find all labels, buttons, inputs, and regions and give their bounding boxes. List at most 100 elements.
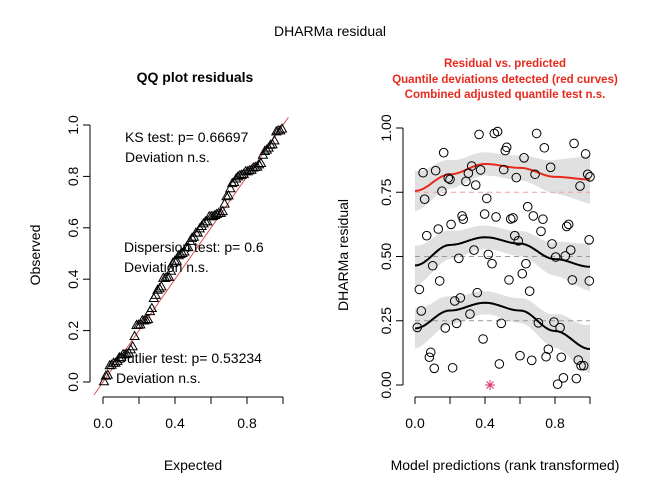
residual-point [511, 172, 522, 183]
residual-point [522, 201, 533, 212]
outlier-point [485, 380, 496, 390]
qq-title: QQ plot residuals [137, 69, 254, 85]
qq-point [129, 330, 140, 340]
residual-point [461, 176, 471, 187]
residual-title-1: Residual vs. predicted [444, 58, 566, 70]
residual-y-tick-label: 0.25 [378, 307, 394, 334]
qq-point [244, 164, 255, 175]
qq-point [221, 190, 232, 201]
qq-point [100, 370, 112, 380]
residual-point [543, 344, 554, 355]
residual-point [425, 347, 436, 358]
residual-point [567, 275, 578, 285]
qq-annotation-disp-1: Dispersion test: p= 0.6 [124, 239, 264, 255]
residual-x-tick-label: 0.8 [545, 415, 565, 431]
residual-point [563, 219, 574, 230]
qq-point [223, 189, 234, 200]
residual-point [455, 293, 466, 303]
residual-point [474, 129, 484, 140]
residual-point [483, 249, 494, 260]
residual-point [458, 214, 469, 225]
qq-point [259, 145, 271, 155]
residual-point [440, 323, 451, 333]
residual-point [508, 213, 518, 223]
residual-point [538, 214, 548, 225]
residual-point [505, 214, 516, 224]
qq-point [102, 369, 114, 379]
residual-point [556, 352, 567, 363]
residual-point [536, 226, 546, 237]
residual-point [576, 360, 586, 371]
residual-point [451, 318, 462, 329]
qq-point [182, 241, 194, 252]
residual-point [513, 236, 524, 246]
residual-point [531, 128, 542, 139]
residual-point [585, 172, 595, 182]
residual-point [580, 149, 591, 159]
residual-title-2: Quantile deviations detected (red curves… [392, 74, 618, 86]
residual-point [526, 355, 537, 366]
qq-point [186, 232, 198, 242]
quantile-curve-0.5 [414, 236, 591, 268]
residual-point [481, 193, 492, 204]
qq-point [127, 340, 139, 351]
residual-point [465, 309, 475, 319]
qq-panel: QQ plot residuals 0.0 0.2 0.4 0.6 0.8 1.0 0.0 0… [27, 69, 289, 473]
qq-point [146, 302, 158, 312]
residual-point [447, 362, 458, 373]
qq-y-tick-label: 0.6 [65, 218, 81, 238]
residual-point [445, 174, 455, 185]
residual-point [519, 153, 529, 163]
qq-point [194, 222, 206, 233]
quantile-band-0.75 [415, 152, 590, 212]
residual-point [569, 138, 579, 149]
residual-point [453, 253, 464, 264]
qq-y-label: Observed [27, 225, 43, 286]
quantile-band-0.25 [415, 291, 590, 374]
qq-point [276, 123, 288, 133]
residual-point [528, 211, 539, 221]
qq-point [150, 289, 162, 299]
residual-point [478, 334, 488, 344]
residual-x-label: Model predictions (rank transformed) [391, 457, 620, 473]
residual-point [416, 306, 427, 316]
residual-point [584, 234, 594, 245]
residual-point [491, 212, 501, 222]
residual-point [429, 363, 440, 374]
residual-y-tick-label: 0.75 [378, 178, 394, 205]
residual-point [421, 230, 432, 241]
residual-point [419, 194, 430, 204]
residual-y-tick-label: 1.00 [378, 114, 394, 141]
residual-point [433, 224, 444, 234]
residual-point [575, 181, 585, 191]
residual-point [487, 258, 497, 269]
qq-annotation-ks-1: KS test: p= 0.66697 [125, 129, 249, 145]
qq-point [165, 265, 177, 275]
residual-point [545, 162, 556, 173]
residual-point [434, 276, 445, 286]
residual-point [489, 128, 500, 139]
residual-point [565, 245, 576, 255]
residual-point [414, 284, 425, 295]
qq-annotation-ks-2: Deviation n.s. [125, 149, 210, 165]
qq-point [175, 248, 186, 259]
qq-point [142, 313, 154, 324]
qq-point [119, 348, 131, 359]
qq-annotation-outlier-2: Deviation n.s. [116, 370, 201, 386]
qq-point [253, 158, 265, 169]
residual-point [560, 251, 571, 261]
residual-point [412, 322, 423, 333]
qq-point [202, 215, 213, 226]
residual-point [552, 379, 563, 390]
residual-point [498, 164, 509, 175]
residual-point [549, 317, 559, 327]
residual-point [533, 318, 544, 328]
qq-point [247, 162, 259, 172]
qq-y-tick-label: 0.0 [65, 372, 81, 392]
residual-point [578, 360, 589, 371]
residual-y-tick-label: 0.00 [378, 371, 394, 398]
qq-point [224, 182, 236, 193]
residual-point [530, 169, 540, 180]
residual-y-tick-label: 0.50 [378, 243, 394, 270]
residual-point [504, 275, 514, 285]
